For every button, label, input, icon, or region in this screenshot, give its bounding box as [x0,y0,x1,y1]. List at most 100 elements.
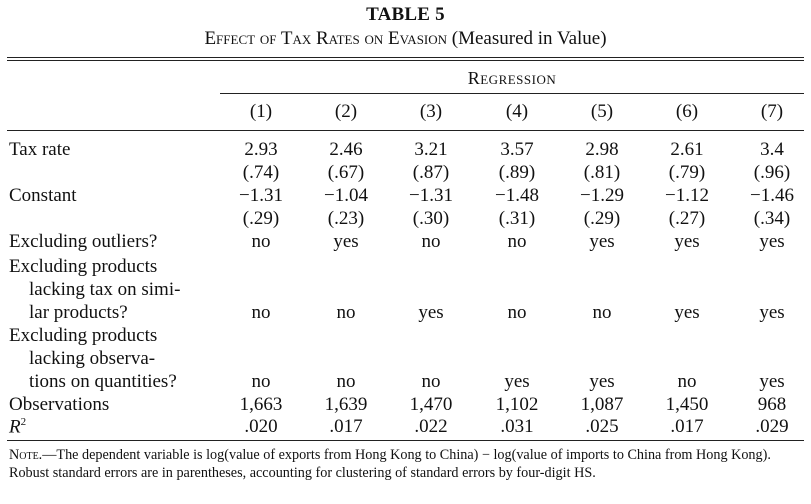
table-cell: no [421,371,441,392]
table-cell: −1.04 [324,185,368,206]
row-label-text: Excluding products [9,256,158,277]
table-cell: −1.48 [495,185,539,206]
row-label: lacking observa- [29,348,155,370]
table-cell: (.81) [583,162,621,183]
table-cell: no [421,231,441,252]
top-rule-1 [7,57,804,58]
table-cell: (.27) [668,208,706,229]
table-cell: .020 [244,416,278,437]
table-cell: yes [759,231,785,252]
table-cell: −1.12 [665,185,709,206]
row-label: lacking tax on simi- [29,279,180,301]
table-cell: no [592,302,612,323]
table-cell: .031 [500,416,534,437]
table-cell: −1.29 [580,185,624,206]
table-cell: −1.31 [239,185,283,206]
table-cell: .025 [585,416,619,437]
column-header: (2) [334,101,358,122]
table-cell: (.23) [327,208,365,229]
row-label-text: R [9,416,21,438]
row-label-text: Excluding products [9,325,158,346]
table-caption: Effect of Tax Rates on Evasion (Measured… [0,28,811,50]
column-header: (7) [760,101,784,122]
table-cell: 1,450 [665,394,709,415]
table-cell: yes [674,302,700,323]
row-label: lar products? [29,302,128,324]
table-cell: 1,663 [239,394,283,415]
table-cell: .017 [329,416,363,437]
table-cell: −1.31 [409,185,453,206]
table-cell: yes [333,231,359,252]
table-number: TABLE 5 [366,4,445,25]
row-label: R2 [9,416,26,438]
table-cell: 1,639 [324,394,368,415]
column-header: (6) [675,101,699,122]
row-label: Excluding outliers? [9,231,157,253]
table-cell: yes [759,302,785,323]
table-cell: no [251,371,271,392]
table-cell: (.34) [753,208,791,229]
table-cell: (.31) [498,208,536,229]
table-cell: .022 [414,416,448,437]
table-cell: .029 [755,416,789,437]
table-cell: (.87) [412,162,450,183]
table-cell: 3.21 [414,139,448,160]
row-label-text: lacking observa- [29,348,156,369]
table-cell: (.67) [327,162,365,183]
table-cell: no [336,302,356,323]
table-cell: yes [589,371,615,392]
table-bottom-rule [7,440,804,441]
table-note: Note.—The dependent variable is log(valu… [9,446,805,482]
caption-smallcaps: Effect of Tax Rates on Evasion [204,28,448,49]
table-cell: (.96) [753,162,791,183]
row-label-text: lacking tax on simi- [29,279,181,300]
row-label: Excluding products [9,325,157,347]
table-cell: no [507,302,527,323]
table-cell: yes [589,231,615,252]
table-cell: 3.4 [760,139,784,160]
table-cell: yes [504,371,530,392]
row-label-text: lar products? [29,302,128,323]
table-cell: no [251,302,271,323]
column-header: (4) [505,101,529,122]
table-cell: no [507,231,527,252]
table-cell: −1.46 [750,185,794,206]
table-cell: 1,087 [580,394,624,415]
table-cell: (.29) [242,208,280,229]
row-label-superscript: 2 [20,416,27,428]
row-label: tions on quantities? [29,371,177,393]
row-label-text: Observations [9,394,110,415]
table-cell: 968 [757,394,787,415]
row-label-text: Constant [9,185,77,206]
table-cell: (.89) [498,162,536,183]
table-cell: no [336,371,356,392]
column-header: (5) [590,101,614,122]
table-cell: (.79) [668,162,706,183]
table-cell: yes [759,371,785,392]
row-label: Excluding products [9,256,157,278]
note-label: Note. [9,447,43,463]
table-cell: 2.93 [244,139,278,160]
row-label-text: Excluding outliers? [9,231,158,252]
header-bottom-rule [7,130,804,131]
table-cell: .017 [670,416,704,437]
table-cell: yes [418,302,444,323]
table-cell: (.74) [242,162,280,183]
note-text: —The dependent variable is log(value of … [9,447,771,481]
row-label: Observations [9,394,109,416]
table-cell: 2.61 [670,139,704,160]
column-header: (3) [419,101,443,122]
table-cell: 2.98 [585,139,619,160]
table-cell: no [677,371,697,392]
table-cell: (.30) [412,208,450,229]
table-cell: (.29) [583,208,621,229]
table-cell: 2.46 [329,139,363,160]
column-header: (1) [249,101,273,122]
caption-rest: (Measured in Value) [447,28,607,49]
group-header-rule [220,93,804,94]
row-label: Tax rate [9,139,70,161]
top-rule-2 [7,60,804,61]
row-label-text: tions on quantities? [29,371,177,392]
table-cell: yes [674,231,700,252]
